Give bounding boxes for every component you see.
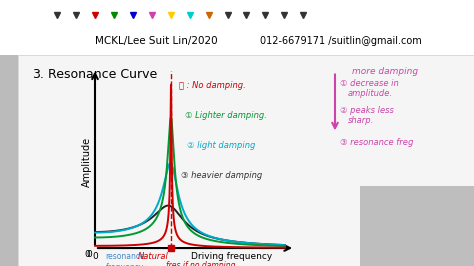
- Text: sharp.: sharp.: [348, 117, 374, 125]
- Text: ⓪ : No damping.: ⓪ : No damping.: [179, 81, 246, 90]
- Text: ① Lighter damping.: ① Lighter damping.: [185, 111, 267, 120]
- Text: 0: 0: [92, 252, 98, 261]
- Text: Resonance Curve: Resonance Curve: [48, 69, 157, 81]
- Text: resonance
frequency: resonance frequency: [105, 252, 145, 266]
- Text: more damping: more damping: [352, 66, 418, 76]
- Text: ③ resonance freɡ: ③ resonance freɡ: [340, 138, 413, 147]
- Bar: [360, 186, 474, 266]
- Text: fres if no damping: fres if no damping: [166, 261, 236, 266]
- Text: ③ heavier damping: ③ heavier damping: [181, 171, 262, 180]
- Text: ② peaks less: ② peaks less: [340, 106, 394, 115]
- Text: 0: 0: [84, 250, 90, 259]
- Text: Natural: Natural: [138, 252, 169, 261]
- Text: 0: 0: [86, 250, 92, 259]
- Text: amplitude.: amplitude.: [348, 89, 393, 98]
- Text: Amplitude: Amplitude: [82, 137, 92, 187]
- Bar: [0, 55, 18, 266]
- Text: ① decrease in: ① decrease in: [340, 80, 399, 89]
- Text: 3.: 3.: [32, 69, 44, 81]
- Text: Driving frequency: Driving frequency: [191, 252, 272, 261]
- Text: ② light damping: ② light damping: [187, 141, 255, 150]
- Text: 012-6679171 /suitlin@gmail.com: 012-6679171 /suitlin@gmail.com: [260, 36, 422, 46]
- Text: MCKL/Lee Suit Lin/2020: MCKL/Lee Suit Lin/2020: [95, 36, 218, 46]
